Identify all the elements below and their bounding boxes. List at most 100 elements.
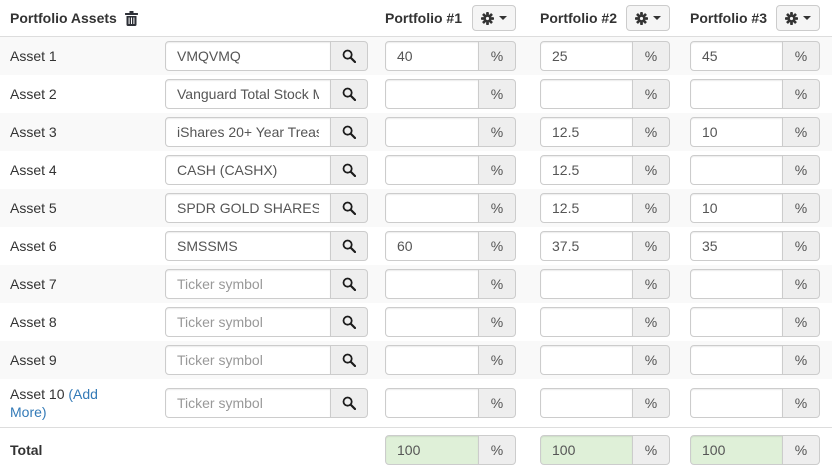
allocation-input-portfolio-3[interactable] — [690, 79, 783, 109]
allocation-input-portfolio-3[interactable] — [690, 307, 783, 337]
allocation-input-portfolio-3[interactable] — [690, 269, 783, 299]
asset-label-cell: Asset 5 — [0, 199, 165, 217]
allocation-input-portfolio-2[interactable] — [540, 388, 633, 418]
allocation-input-portfolio-3[interactable] — [690, 117, 783, 147]
portfolio-1-cell: % — [385, 307, 516, 337]
portfolio-3-cell: % — [690, 41, 820, 71]
trash-icon[interactable] — [124, 10, 138, 26]
percent-addon: % — [782, 117, 820, 147]
portfolio-3-settings-button[interactable] — [776, 5, 820, 31]
portfolio-3-cell: % — [690, 231, 820, 261]
allocation-input-portfolio-2[interactable] — [540, 345, 633, 375]
portfolio-2-header: Portfolio #2 — [540, 5, 670, 31]
ticker-input[interactable] — [165, 269, 331, 299]
total-portfolio-3-cell: % — [690, 434, 820, 465]
allocation-input-portfolio-1[interactable] — [385, 388, 479, 418]
percent-addon: % — [478, 41, 516, 71]
ticker-input[interactable] — [165, 117, 331, 147]
percent-addon: % — [782, 307, 820, 337]
asset-label-cell: Asset 7 — [0, 275, 165, 293]
portfolio-1-cell: % — [385, 41, 516, 71]
percent-addon: % — [478, 117, 516, 147]
ticker-cell — [165, 269, 368, 299]
add-more-link[interactable]: (Add More) — [10, 385, 98, 420]
allocation-input-portfolio-3[interactable] — [690, 231, 783, 261]
portfolio-1-cell: % — [385, 117, 516, 147]
allocation-input-portfolio-3[interactable] — [690, 388, 783, 418]
asset-label: Asset 2 — [10, 85, 57, 102]
percent-addon: % — [632, 434, 670, 465]
asset-label-cell: Asset 1 — [0, 47, 165, 65]
allocation-input-portfolio-2[interactable] — [540, 79, 633, 109]
ticker-input[interactable] — [165, 155, 331, 185]
table-row: Asset 3 — [0, 113, 832, 151]
allocation-input-portfolio-2[interactable] — [540, 193, 633, 223]
percent-addon: % — [632, 117, 670, 147]
search-button[interactable] — [330, 117, 368, 147]
allocation-input-portfolio-2[interactable] — [540, 117, 633, 147]
table-row: Asset 1 — [0, 37, 832, 75]
ticker-cell — [165, 193, 368, 223]
allocation-input-portfolio-1[interactable] — [385, 231, 479, 261]
asset-label-cell: Asset 3 — [0, 123, 165, 141]
ticker-input[interactable] — [165, 231, 331, 261]
allocation-input-portfolio-1[interactable] — [385, 155, 479, 185]
allocation-input-portfolio-2[interactable] — [540, 269, 633, 299]
total-label: Total — [10, 441, 43, 458]
search-button[interactable] — [330, 193, 368, 223]
percent-addon: % — [782, 434, 820, 465]
ticker-input[interactable] — [165, 193, 331, 223]
table-row: Asset 10 (Add More) — [0, 379, 832, 427]
asset-label-cell: Asset 4 — [0, 161, 165, 179]
caret-down-icon — [803, 16, 811, 20]
allocation-input-portfolio-3[interactable] — [690, 193, 783, 223]
total-portfolio-1 — [385, 434, 479, 465]
allocation-input-portfolio-1[interactable] — [385, 41, 479, 71]
ticker-input[interactable] — [165, 345, 331, 375]
asset-label-cell: Asset 8 — [0, 313, 165, 331]
ticker-input[interactable] — [165, 79, 331, 109]
percent-addon: % — [632, 345, 670, 375]
search-button[interactable] — [330, 79, 368, 109]
percent-addon: % — [632, 79, 670, 109]
allocation-input-portfolio-3[interactable] — [690, 345, 783, 375]
percent-addon: % — [478, 79, 516, 109]
allocation-input-portfolio-3[interactable] — [690, 41, 783, 71]
allocation-input-portfolio-1[interactable] — [385, 193, 479, 223]
allocation-input-portfolio-1[interactable] — [385, 307, 479, 337]
search-button[interactable] — [330, 307, 368, 337]
search-button[interactable] — [330, 388, 368, 418]
panel-title: Portfolio Assets — [10, 10, 117, 26]
search-icon — [342, 277, 356, 291]
allocation-input-portfolio-1[interactable] — [385, 269, 479, 299]
ticker-input[interactable] — [165, 41, 331, 71]
portfolio-2-title: Portfolio #2 — [540, 10, 618, 26]
allocation-input-portfolio-1[interactable] — [385, 345, 479, 375]
portfolio-1-cell: % — [385, 388, 516, 418]
search-button[interactable] — [330, 269, 368, 299]
percent-addon: % — [632, 388, 670, 418]
asset-label: Asset 1 — [10, 47, 57, 64]
portfolio-2-settings-button[interactable] — [626, 5, 670, 31]
search-button[interactable] — [330, 231, 368, 261]
search-button[interactable] — [330, 41, 368, 71]
ticker-input[interactable] — [165, 388, 331, 418]
allocation-input-portfolio-2[interactable] — [540, 155, 633, 185]
gear-icon — [635, 11, 648, 25]
allocation-input-portfolio-3[interactable] — [690, 155, 783, 185]
gear-icon — [785, 11, 798, 25]
allocation-input-portfolio-2[interactable] — [540, 307, 633, 337]
ticker-cell — [165, 231, 368, 261]
ticker-input[interactable] — [165, 307, 331, 337]
allocation-input-portfolio-1[interactable] — [385, 117, 479, 147]
search-icon — [342, 125, 356, 139]
table-header: Portfolio Assets Portfolio #1 — [0, 0, 832, 37]
portfolio-2-cell: % — [540, 41, 670, 71]
total-portfolio-1-cell: % — [385, 434, 516, 465]
search-button[interactable] — [330, 345, 368, 375]
allocation-input-portfolio-2[interactable] — [540, 231, 633, 261]
search-button[interactable] — [330, 155, 368, 185]
portfolio-1-settings-button[interactable] — [472, 5, 516, 31]
allocation-input-portfolio-1[interactable] — [385, 79, 479, 109]
allocation-input-portfolio-2[interactable] — [540, 41, 633, 71]
